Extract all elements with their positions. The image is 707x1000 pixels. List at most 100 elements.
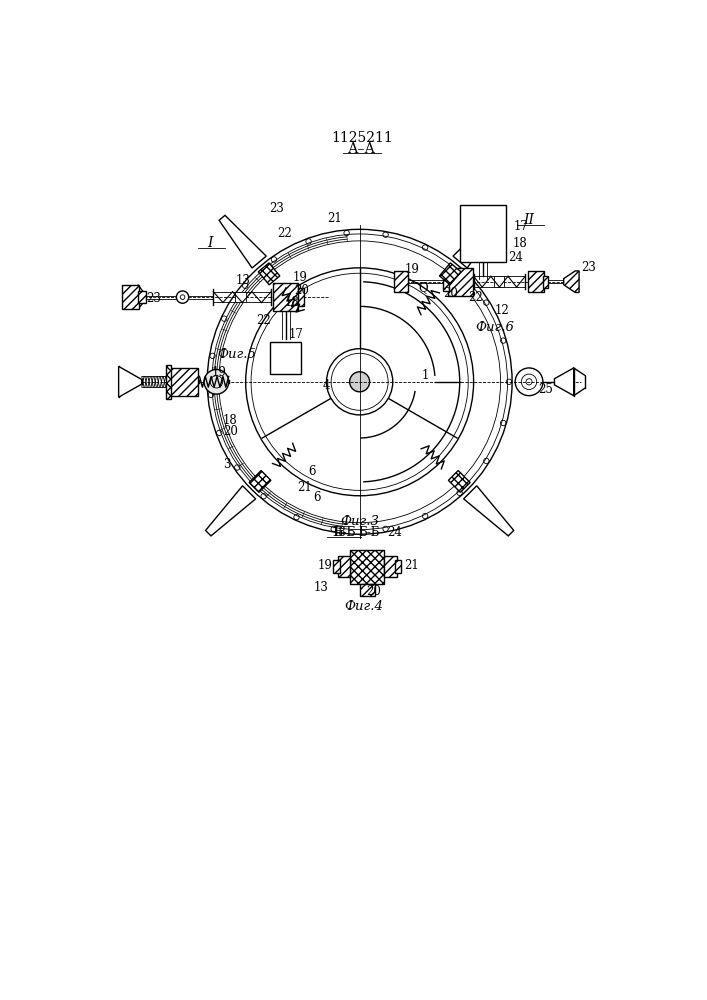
Bar [360, 584, 375, 596]
Bar [122, 285, 139, 309]
Text: 17: 17 [288, 328, 303, 341]
Text: 6: 6 [313, 491, 321, 504]
Text: 17: 17 [514, 220, 529, 233]
Text: 6: 6 [308, 465, 315, 478]
Bar [443, 272, 449, 291]
Text: I: I [206, 236, 212, 250]
Text: 19: 19 [293, 271, 308, 284]
Bar [166, 365, 171, 399]
Bar [122, 285, 139, 309]
Bar [395, 271, 408, 292]
Polygon shape [453, 215, 500, 268]
Text: 1125211: 1125211 [331, 131, 393, 145]
Polygon shape [138, 285, 146, 309]
Text: А–А: А–А [348, 142, 376, 156]
Text: 23: 23 [582, 261, 597, 274]
Bar [169, 368, 198, 396]
Bar [395, 271, 408, 292]
Circle shape [204, 369, 229, 394]
Text: 22: 22 [256, 314, 271, 327]
Bar [270, 342, 301, 374]
Bar [448, 268, 473, 296]
Bar [395, 560, 402, 573]
Text: 20: 20 [223, 425, 238, 438]
Bar [334, 560, 339, 573]
Bar [543, 276, 549, 288]
Text: 19: 19 [212, 366, 227, 379]
Circle shape [180, 295, 185, 299]
Bar [298, 288, 304, 306]
Bar [298, 288, 304, 306]
Text: 19: 19 [404, 263, 419, 276]
Bar [235, 292, 246, 302]
Text: 20: 20 [294, 284, 310, 297]
Bar [527, 271, 544, 292]
Text: Б-Б: Б-Б [358, 526, 380, 539]
Text: Q: Q [418, 281, 428, 294]
Polygon shape [119, 366, 141, 397]
Polygon shape [206, 486, 256, 536]
Text: 23: 23 [269, 202, 284, 215]
Text: Фиг.3: Фиг.3 [340, 515, 379, 528]
Text: 12: 12 [495, 304, 510, 317]
Polygon shape [563, 271, 579, 292]
Bar [138, 291, 146, 303]
Circle shape [176, 291, 189, 303]
Bar [351, 550, 385, 584]
Bar [169, 368, 198, 396]
Text: 19: 19 [317, 559, 332, 572]
Bar [274, 283, 298, 311]
Circle shape [278, 289, 293, 305]
Bar [351, 550, 385, 584]
Bar [138, 291, 146, 303]
Text: 21: 21 [404, 559, 419, 572]
Bar [334, 560, 339, 573]
Text: 18: 18 [513, 237, 527, 250]
Polygon shape [464, 486, 514, 536]
Text: 25: 25 [539, 383, 554, 396]
Bar [166, 365, 171, 399]
Text: 21: 21 [297, 481, 312, 494]
Bar [443, 272, 449, 291]
Text: II: II [524, 213, 534, 227]
Text: 22: 22 [468, 291, 482, 304]
Polygon shape [219, 215, 267, 268]
Bar [274, 283, 298, 311]
Text: 3: 3 [223, 458, 231, 471]
Text: 18: 18 [223, 414, 238, 427]
Text: Б-Б: Б-Б [333, 526, 356, 539]
Text: 18: 18 [284, 296, 299, 309]
Text: 1: 1 [421, 369, 428, 382]
Bar [493, 276, 504, 287]
Polygon shape [448, 471, 470, 492]
Polygon shape [249, 471, 271, 492]
Text: Фиг.4: Фиг.4 [344, 600, 383, 613]
Circle shape [350, 372, 370, 392]
Text: 20: 20 [366, 585, 381, 598]
Bar [448, 268, 473, 296]
Polygon shape [440, 263, 461, 285]
Bar [395, 560, 402, 573]
Text: 4: 4 [323, 379, 330, 392]
Text: 13: 13 [314, 581, 329, 594]
Bar [527, 271, 544, 292]
Bar [385, 556, 397, 577]
Polygon shape [258, 263, 280, 285]
Text: 24: 24 [508, 251, 523, 264]
Text: 18: 18 [332, 526, 346, 539]
Bar [543, 276, 549, 288]
Bar [385, 556, 397, 577]
Bar [360, 584, 375, 596]
Text: 24: 24 [387, 526, 402, 539]
Text: 20: 20 [443, 287, 458, 300]
Text: 13: 13 [235, 274, 250, 287]
Text: Фиг.6: Фиг.6 [475, 321, 514, 334]
Text: 21: 21 [327, 212, 342, 225]
Polygon shape [554, 368, 573, 396]
Bar [338, 556, 351, 577]
Text: 22: 22 [277, 227, 291, 240]
Text: Фиг.5: Фиг.5 [217, 348, 256, 361]
Bar [460, 205, 506, 262]
Bar [338, 556, 351, 577]
Text: 23: 23 [146, 292, 160, 305]
